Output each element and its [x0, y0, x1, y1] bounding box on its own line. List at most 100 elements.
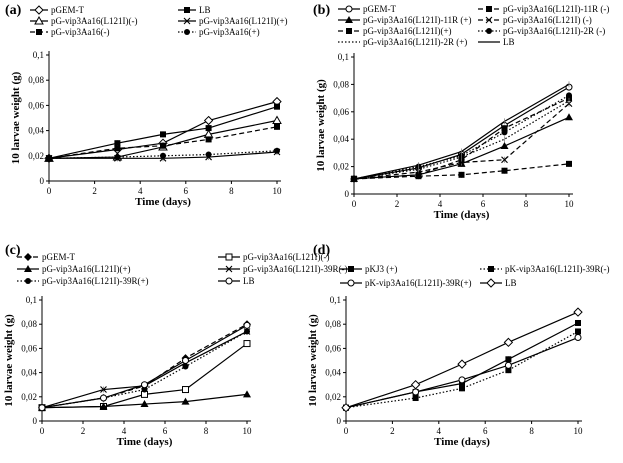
- legend-label: pG-vip3Aa16(+): [199, 27, 260, 37]
- legend-label: pGEM-T: [51, 5, 84, 15]
- data-point: [100, 386, 107, 393]
- y-tick-label: 0,08: [325, 319, 341, 329]
- series: [351, 95, 572, 182]
- x-tick-label: 6: [184, 186, 189, 196]
- x-tick-label: 0: [47, 186, 52, 196]
- data-point: [459, 380, 465, 387]
- legend-label: pG-vip3Aa16(L121I)(+): [363, 26, 452, 36]
- data-point: [99, 402, 108, 410]
- legend-item: pG-vip3Aa16(L121I)(+): [178, 16, 288, 26]
- x-tick-label: 4: [122, 426, 127, 436]
- legend-marker: [485, 16, 493, 24]
- data-point: [243, 321, 251, 329]
- x-tick-label: 6: [483, 426, 488, 436]
- legend-item: LB: [218, 276, 255, 286]
- legend-item: pKJ3 (+): [340, 264, 397, 274]
- x-axis-label: Time (days): [434, 209, 490, 221]
- data-point: [141, 381, 148, 389]
- data-point: [100, 394, 107, 402]
- data-point: [274, 123, 280, 130]
- legend-item: pGEM-T: [30, 5, 84, 15]
- legend-item: pG-vip3Aa16(L121I)-2R (-): [478, 26, 605, 36]
- legend-marker: [34, 15, 44, 25]
- legend: pGEM-T pG-vip3Aa16(L121I)(-) pG-vip3Aa16(L…: [17, 252, 347, 286]
- y-tick-label: 0,06: [28, 100, 44, 110]
- x-tick-label: 0: [40, 426, 45, 436]
- data-point: [505, 367, 512, 374]
- legend-item: LB: [178, 5, 211, 15]
- data-point: [501, 129, 508, 136]
- series-line: [345, 330, 579, 409]
- legend-marker: [348, 266, 354, 272]
- legend-item: pG-vip3Aa16(L121I)-11R (+): [338, 15, 471, 25]
- legend-label: pG-vip3Aa16(L121I) (-): [503, 15, 592, 25]
- y-tick-label: 0,02: [333, 162, 349, 172]
- data-point: [500, 142, 509, 150]
- legend-label: pK-vip3Aa16(L121I)-39R(+): [365, 278, 472, 288]
- legend-marker: [488, 266, 494, 272]
- data-point: [274, 147, 280, 154]
- data-point: [203, 115, 214, 126]
- data-point: [244, 328, 250, 335]
- legend: pKJ3 (+) pK-vip3Aa16(L121I)-39R(-) pK-vip3…: [340, 264, 609, 288]
- legend-label: pKJ3 (+): [365, 264, 397, 274]
- y-tick-label: 0: [33, 416, 38, 426]
- legend-marker: [486, 6, 492, 12]
- legend-marker: [346, 28, 352, 34]
- data-point: [501, 156, 508, 164]
- x-tick-label: 2: [81, 426, 86, 436]
- y-tick-label: 0,06: [21, 343, 37, 353]
- x-tick-label: 10: [574, 426, 584, 436]
- legend-label: pGEM-T: [42, 252, 75, 262]
- y-tick-label: 0,04: [21, 368, 37, 378]
- data-point: [459, 385, 465, 392]
- x-tick-label: 8: [204, 426, 209, 436]
- data-point: [503, 337, 514, 348]
- series: [353, 81, 570, 180]
- x-tick-label: 2: [395, 199, 400, 209]
- data-point: [504, 361, 512, 369]
- legend-marker: [225, 265, 233, 273]
- y-axis-label: 10 larvae weight (g): [307, 314, 319, 407]
- data-point: [160, 142, 166, 149]
- data-point: [182, 386, 189, 394]
- legend-item: pG-vip3Aa16(L121I)(+): [338, 26, 452, 36]
- legend-marker: [34, 5, 44, 15]
- data-point: [575, 319, 581, 326]
- chart-panel: (d) 0 0,02 0,04 0,06 0,08 0,1 0 2 4 6 8 10 Time (days…: [307, 243, 609, 448]
- legend-item: pG-vip3Aa16(L121I)(+): [17, 264, 131, 274]
- legend-marker: [486, 278, 496, 288]
- panel-label: (b): [313, 3, 330, 18]
- legend-item: pG-vip3Aa16(L121I)-11R (-): [478, 4, 609, 14]
- data-point: [415, 173, 422, 180]
- x-tick-label: 4: [437, 426, 442, 436]
- series: [38, 321, 251, 412]
- data-point: [458, 171, 465, 178]
- series: [46, 147, 280, 162]
- legend-label: pG-vip3Aa16(L121I)-2R (-): [503, 26, 605, 36]
- data-point: [412, 395, 419, 402]
- y-tick-label: 0,1: [330, 295, 341, 305]
- y-tick-label: 0,06: [333, 107, 349, 117]
- legend-label: pK-vip3Aa16(L121I)-39R(-): [505, 264, 609, 274]
- y-tick-label: 0,1: [33, 50, 44, 60]
- legend-item: LB: [478, 37, 515, 47]
- data-point: [243, 340, 251, 348]
- data-point: [38, 404, 46, 412]
- data-point: [140, 400, 149, 408]
- y-tick-label: 0: [337, 416, 342, 426]
- x-axis-label: Time (days): [117, 436, 173, 448]
- y-tick-label: 0,1: [338, 52, 349, 62]
- y-tick-label: 0,02: [325, 392, 341, 402]
- legend-label: LB: [505, 278, 517, 288]
- data-point: [410, 379, 421, 390]
- legend-marker: [184, 7, 190, 13]
- legend-marker: [486, 28, 492, 34]
- series: [350, 113, 573, 182]
- legend-label: pG-vip3Aa16(L121I)-39R(+): [42, 276, 149, 286]
- data-point: [505, 356, 512, 363]
- legend-marker: [225, 277, 233, 285]
- legend-label: LB: [243, 276, 255, 286]
